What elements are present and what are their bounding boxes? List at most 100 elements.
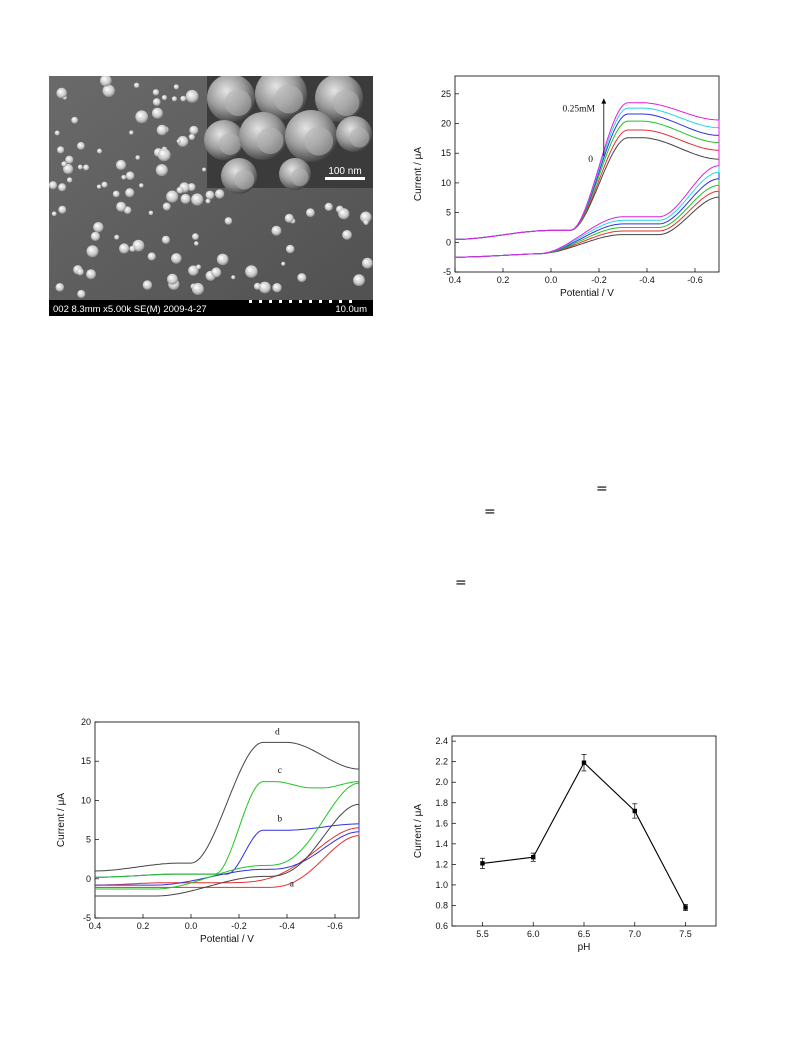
- y-tick-label: 5: [86, 835, 91, 845]
- nanoparticle: [171, 253, 182, 264]
- inset-scale-label: 100 nm: [328, 166, 361, 177]
- inset-nanoparticle-lobe: [304, 126, 334, 156]
- nanoparticle: [167, 273, 178, 285]
- inset-nanoparticle-lobe: [219, 133, 241, 155]
- nanoparticle: [155, 164, 168, 177]
- nanoparticle: [142, 280, 153, 290]
- nanoparticle-highlight: [172, 97, 175, 99]
- y-tick-label: 15: [81, 756, 91, 766]
- plot-frame: [94, 721, 360, 919]
- nanoparticle-highlight: [363, 259, 368, 264]
- cv-series-line: [454, 137, 720, 258]
- nanoparticle-highlight: [55, 131, 58, 134]
- nanoparticle: [231, 275, 236, 280]
- nanoparticle: [139, 183, 144, 188]
- nanoparticle-highlight: [193, 234, 196, 237]
- y-axis-label: Current / μA: [56, 793, 67, 847]
- main-scale-label: 10.0um: [335, 304, 367, 315]
- x-tick-label: -0.2: [231, 921, 247, 931]
- nanoparticle-highlight: [273, 284, 278, 288]
- nanoparticle-highlight: [62, 162, 65, 165]
- nanoparticle-highlight: [67, 178, 70, 180]
- nanoparticle-highlight: [78, 291, 82, 295]
- nanoparticle: [93, 222, 104, 233]
- cv-electrodes-plot: 0.4 0.2 0.0 -0.2 -0.4 -0.6 -5 0 5 10 15 20 Potential…: [56, 717, 360, 945]
- nanoparticle-highlight: [154, 99, 157, 103]
- nanoparticle: [166, 190, 179, 203]
- x-tick-label: 6.5: [578, 929, 591, 939]
- nanoparticle-highlight: [117, 203, 122, 207]
- nanoparticle-highlight: [74, 266, 78, 270]
- nanoparticle-highlight: [126, 189, 130, 193]
- info-bar-ticks: [249, 300, 352, 303]
- y-tick-label: 0.6: [435, 921, 448, 931]
- nanoparticle-highlight: [337, 207, 341, 210]
- x-tick-label: -0.4: [639, 275, 655, 285]
- annotation-top-concentration: 0.25mM: [563, 105, 596, 115]
- nanoparticle: [353, 274, 365, 287]
- x-axis-label: Potential / V: [560, 288, 614, 299]
- nanoparticle-highlight: [66, 157, 70, 160]
- nanoparticle: [71, 116, 78, 124]
- nanoparticle-highlight: [134, 241, 139, 246]
- inset-nanoparticle-lobe: [234, 169, 255, 190]
- nanoparticle-highlight: [355, 276, 360, 281]
- inset-nanoparticles: [204, 76, 372, 194]
- nanoparticle-highlight: [225, 218, 229, 222]
- nanoparticle-highlight: [261, 283, 266, 288]
- nanoparticle-highlight: [177, 140, 179, 142]
- nanoparticle: [148, 210, 154, 216]
- nanoparticle-highlight: [190, 127, 195, 131]
- nanoparticle-highlight: [189, 135, 192, 138]
- y-tick-label: -5: [443, 267, 451, 277]
- nanoparticle-highlight: [58, 89, 62, 94]
- nanoparticle-highlight: [364, 220, 367, 223]
- y-tick-label: 10: [441, 178, 451, 188]
- nanoparticle-highlight: [59, 184, 63, 188]
- equation-mark: =: [596, 481, 608, 497]
- nanoparticle: [176, 139, 181, 144]
- nanoparticle: [57, 146, 65, 154]
- nanoparticle-highlight: [102, 76, 107, 81]
- nanoparticle: [77, 289, 86, 299]
- data-point: [581, 760, 587, 765]
- nanoparticle: [281, 261, 286, 266]
- nanoparticle-highlight: [87, 271, 92, 275]
- nanoparticle: [191, 193, 204, 206]
- y-tick-label: 1.2: [435, 859, 448, 869]
- y-tick-label: 2.0: [435, 777, 448, 787]
- nanoparticle-highlight: [216, 190, 220, 195]
- nanoparticle: [115, 159, 127, 171]
- nanoparticle-highlight: [255, 284, 258, 287]
- nanoparticle: [129, 245, 136, 252]
- nanoparticle-highlight: [157, 166, 163, 171]
- nanoparticle: [173, 84, 179, 90]
- info-bar-text: 002 8.3mm x5.00k SE(M) 2009-4-27: [53, 304, 207, 315]
- nanoparticle: [284, 213, 294, 223]
- nanoparticle-highlight: [207, 272, 211, 277]
- x-tick-label: -0.6: [687, 275, 703, 285]
- nanoparticle: [161, 95, 167, 101]
- nanoparticle: [152, 98, 161, 106]
- nanoparticle: [152, 89, 160, 96]
- nanoparticle: [156, 124, 168, 136]
- ph-dependence-plot: 5.5 6.0 6.5 7.0 7.5 0.6 0.8 1.0 1.2 1.4 1.6 1.8 2.0 2…: [413, 735, 717, 953]
- nanoparticle-highlight: [207, 192, 211, 196]
- x-tick-label: 5.5: [476, 929, 489, 939]
- nanoparticle-highlight: [168, 275, 173, 280]
- trend-arrow-head: [601, 98, 607, 104]
- nanoparticle-highlight: [149, 211, 151, 214]
- nanoparticle: [180, 193, 191, 204]
- nanoparticle-highlight: [188, 184, 192, 188]
- nanoparticle-highlight: [58, 147, 61, 151]
- nanoparticle-highlight: [168, 192, 173, 197]
- nanoparticle-highlight: [343, 231, 348, 236]
- nanoparticle-highlight: [281, 262, 284, 264]
- y-tick-label: 1.8: [435, 798, 448, 808]
- nanoparticle: [180, 95, 187, 102]
- nanoparticle-highlight: [139, 184, 142, 186]
- sem-micrograph: 100 nm 002 8.3mm x5.00k SE(M) 2009-4-27 …: [49, 76, 373, 316]
- nanoparticle-highlight: [158, 126, 163, 131]
- nanoparticle-highlight: [202, 168, 205, 170]
- equation-mark: =: [484, 504, 496, 520]
